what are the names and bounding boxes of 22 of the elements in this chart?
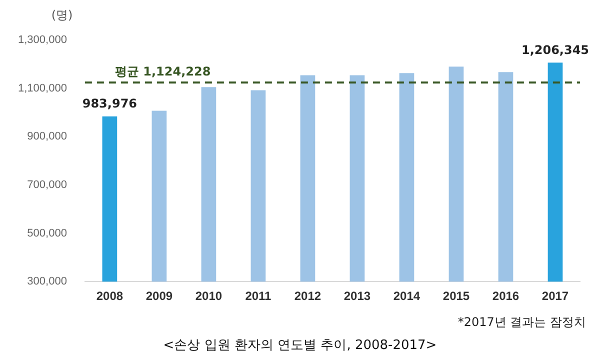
y-axis-title: (명) [51,8,73,22]
text: *2017년 결과는 잠정치 [458,314,586,331]
x-tick-label: 2014 [393,289,420,304]
x-tick-label: 2009 [146,289,173,304]
x-tick-label: 2016 [492,289,520,304]
y-tick-label: 500,000 [27,227,67,240]
y-tick-label: 900,000 [27,130,67,143]
x-tick-label: 2011 [245,289,272,304]
x-tick-label: 2017 [542,289,569,304]
ref-line-label: 평균 1,124,228 [114,64,211,79]
data-label: 1,206,345 [521,42,590,57]
x-tick-label: 2013 [344,289,371,304]
y-tick-label: 700,000 [27,178,67,191]
x-tick-label: 2015 [442,289,470,304]
x-tick-label: 2010 [195,289,222,304]
x-tick-label: 2008 [96,289,124,304]
y-tick-label: 300,000 [27,276,67,288]
data-label: 983,976 [82,96,138,110]
y-tick-label: 1,100,000 [18,82,67,94]
y-tick-label: 1,300,000 [18,34,67,46]
text: <손상 입원 환자의 연도별 추이, 2008-2017> [162,337,438,354]
x-tick-label: 2012 [294,289,322,304]
